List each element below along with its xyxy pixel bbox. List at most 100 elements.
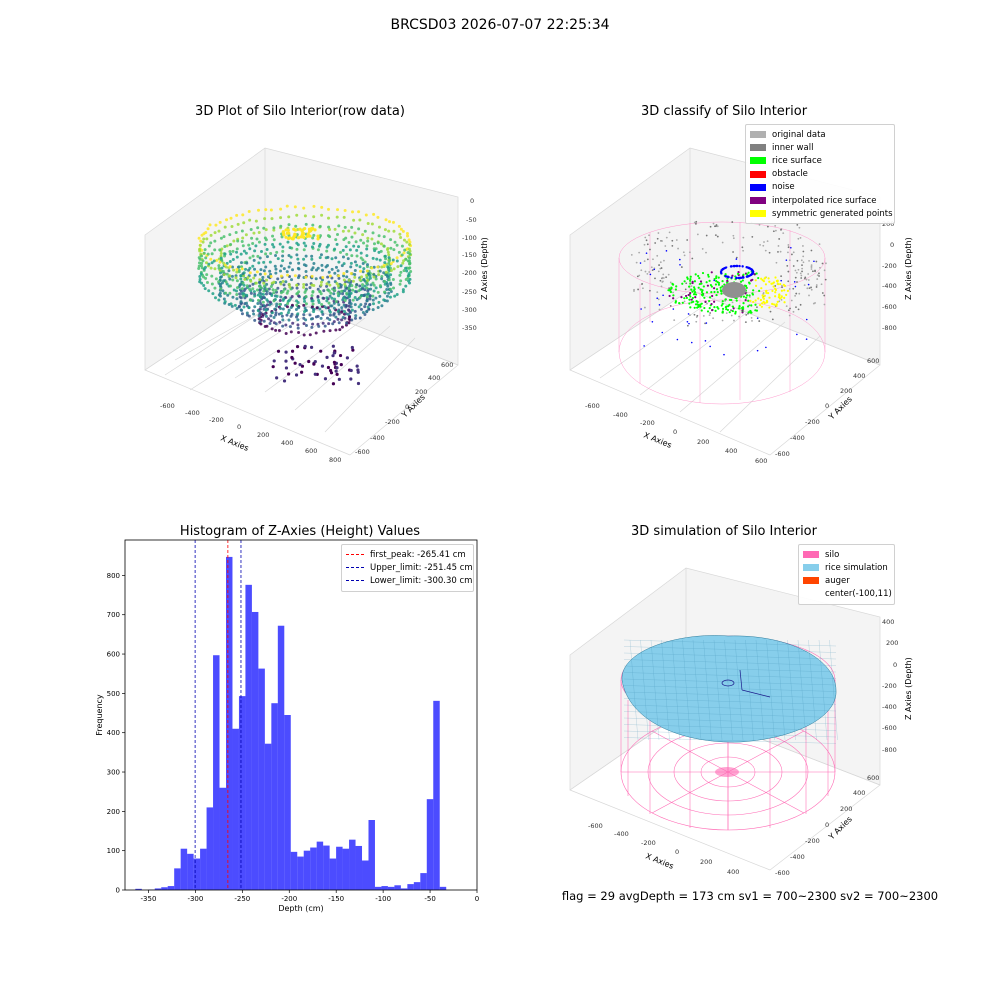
classify-point: [751, 320, 753, 322]
raw-point: [279, 207, 283, 211]
raw-point: [345, 356, 349, 360]
raw-point: [274, 328, 278, 332]
raw-point: [203, 248, 207, 252]
classify-point: [744, 321, 747, 323]
raw-point: [292, 234, 296, 239]
raw-point: [355, 254, 359, 258]
raw-point: [397, 250, 401, 254]
classify-point: [730, 314, 733, 317]
simulation-ztick: -800: [882, 746, 897, 754]
classify-point: [644, 236, 647, 239]
raw-point: [337, 294, 341, 298]
raw-point: [342, 296, 346, 300]
raw-point: [253, 273, 257, 277]
raw-point: [350, 254, 354, 258]
classify-point: [797, 268, 800, 271]
classify-point: [818, 272, 820, 275]
raw-point: [235, 247, 239, 251]
raw-point: [325, 282, 329, 286]
classify-point: [741, 246, 744, 249]
histogram-xtick-label: -300: [187, 895, 203, 903]
raw-point: [248, 284, 252, 288]
raw-point: [405, 240, 409, 244]
raw-point: [374, 286, 378, 290]
classify-point: [753, 273, 756, 276]
raw-point: [209, 233, 213, 237]
raw-point: [310, 325, 314, 329]
histogram-bar: [174, 868, 181, 890]
raw-point: [353, 260, 357, 264]
raw-point: [198, 277, 202, 281]
raw-point: [332, 292, 336, 296]
raw-point: [361, 262, 365, 266]
raw-point: [288, 236, 292, 240]
auger: [721, 669, 771, 698]
classify-point: [795, 292, 798, 295]
classify-point: [731, 301, 734, 304]
raw-point: [287, 308, 291, 312]
raw-point: [273, 307, 277, 311]
classify-point: [630, 253, 633, 256]
raw-point: [302, 285, 306, 289]
raw-point: [312, 204, 316, 208]
raw-point: [251, 309, 255, 313]
raw-point: [391, 278, 395, 282]
classify-point: [675, 285, 678, 288]
histogram-bar: [290, 851, 298, 890]
histogram-ytick-label: 700: [107, 611, 120, 619]
classify-point: [799, 272, 802, 275]
raw-point: [342, 215, 346, 219]
classify-point: [667, 273, 670, 276]
raw-point: [340, 310, 344, 314]
raw-point: [257, 314, 261, 318]
raw-point: [317, 301, 321, 305]
raw-point: [205, 280, 209, 284]
raw-point: [401, 288, 405, 292]
raw-point: [245, 311, 249, 315]
figure-title: BRCSD03 2026-07-07 22:25:34: [390, 17, 610, 33]
simulation-ytick: 600: [867, 774, 879, 782]
raw-point: [263, 242, 267, 246]
raw-point: [245, 284, 249, 288]
raw-point: [337, 312, 341, 316]
raw-point: [229, 302, 233, 306]
raw-point: [218, 284, 222, 288]
classify-point: [693, 288, 696, 291]
raw-point: [349, 261, 353, 265]
classify-point: [758, 320, 761, 322]
raw-point: [313, 359, 317, 364]
classify-point: [774, 295, 777, 298]
classify-point: [741, 276, 745, 279]
raw-point: [321, 312, 325, 316]
raw-point: [321, 321, 325, 325]
raw-point: [330, 304, 334, 308]
raw-point: [366, 236, 370, 240]
classify-point: [751, 271, 755, 275]
raw-point: [386, 284, 390, 288]
classify-point: [717, 276, 720, 279]
raw-point: [235, 306, 239, 310]
raw-point: [269, 284, 273, 288]
classify-xtick: 200: [697, 438, 709, 446]
rice-mesh-line: [829, 639, 838, 741]
raw-point: [311, 236, 315, 240]
classify-point: [646, 258, 649, 261]
raw-point: [368, 297, 372, 301]
simulation-ytick: 200: [840, 805, 852, 813]
classify-point: [649, 248, 651, 251]
raw-point: [265, 255, 269, 259]
raw-point: [201, 259, 205, 263]
classify-point: [657, 232, 660, 234]
raw-point: [335, 366, 339, 370]
raw-point: [336, 291, 340, 295]
histogram-bar: [342, 848, 350, 890]
raw-point: [353, 309, 357, 313]
raw-point: [302, 297, 306, 301]
raw-point: [219, 275, 223, 279]
raw-point: [385, 275, 389, 279]
raw-point: [256, 208, 260, 212]
raw-point: [407, 256, 411, 260]
raw-point: [276, 349, 281, 353]
raw-point: [319, 253, 323, 257]
histogram-bar: [154, 888, 162, 890]
